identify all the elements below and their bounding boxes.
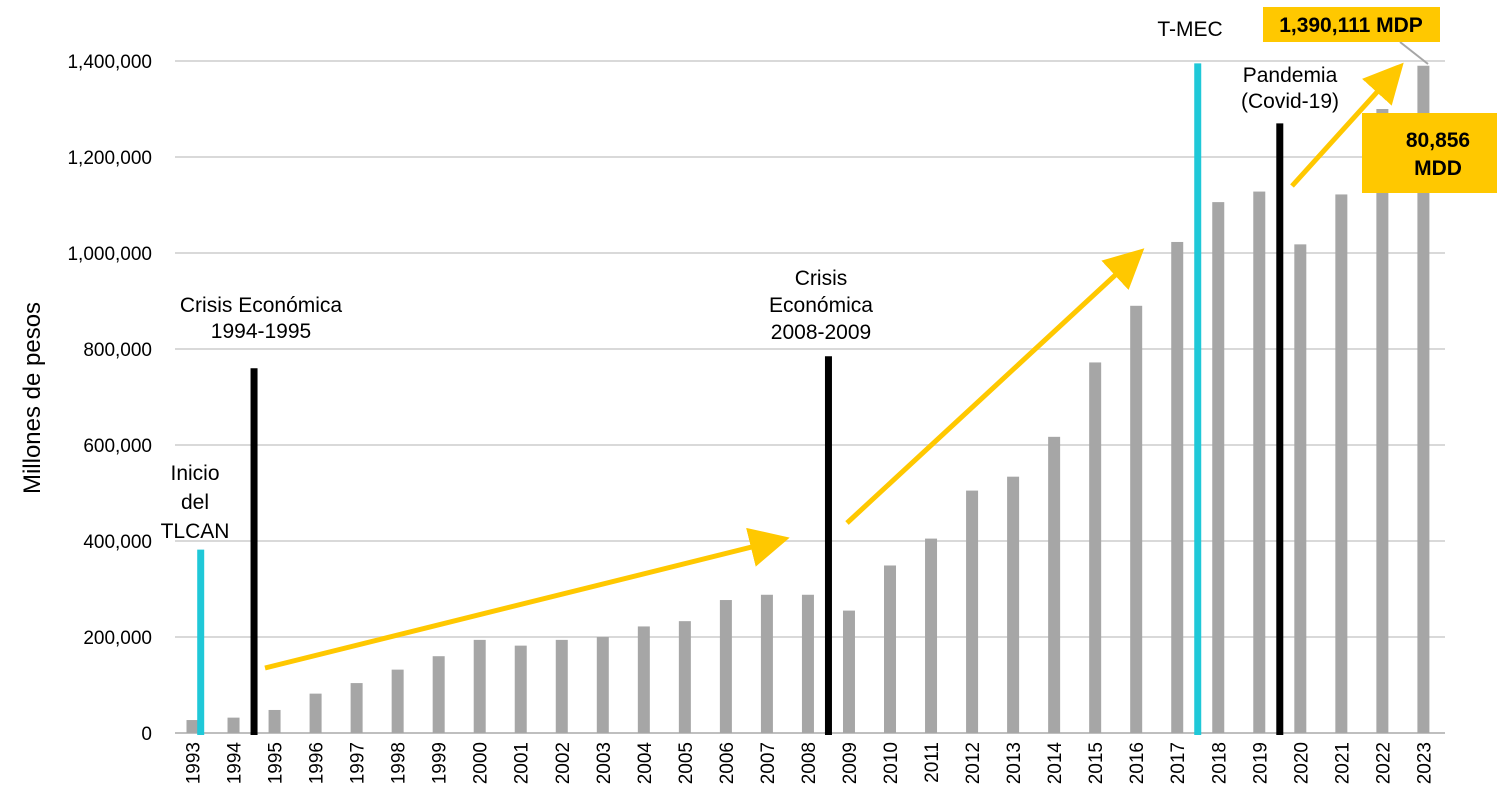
trend-arrow <box>264 527 790 671</box>
bar <box>1130 305 1143 733</box>
x-tick-label: 2005 <box>676 742 697 784</box>
x-tick-label: 2013 <box>1004 742 1025 784</box>
x-tick-label: 1999 <box>430 742 451 784</box>
bar <box>186 720 199 733</box>
bar <box>925 538 938 733</box>
bar <box>842 610 855 733</box>
bar <box>555 639 568 733</box>
x-tick-label: 2008 <box>799 742 820 784</box>
y-tick-label: 1,000,000 <box>67 244 152 265</box>
event-markers: Inicio del TLCAN Crisis Económica 1994-1995 C… <box>161 18 1339 735</box>
x-tick-label: 2017 <box>1168 742 1189 784</box>
bar <box>514 645 527 733</box>
event-label: TLCAN <box>161 520 230 543</box>
bar <box>1171 241 1184 733</box>
bar <box>1335 194 1348 733</box>
callout-text-mdd: 80,856 <box>1406 129 1470 152</box>
bar <box>1417 65 1430 734</box>
bar <box>309 693 322 733</box>
y-axis-tick-labels: 0 200,000 400,000 600,000 800,000 1,000,000 1,… <box>67 52 152 745</box>
bar <box>719 600 732 733</box>
bar <box>350 683 363 733</box>
bar <box>760 594 773 733</box>
event-label: Económica <box>769 294 873 317</box>
bar <box>1212 202 1225 733</box>
bar <box>227 717 240 733</box>
bar <box>801 594 814 733</box>
x-tick-label: 2012 <box>963 742 984 784</box>
bar <box>678 621 691 733</box>
event-label: Crisis <box>795 267 848 290</box>
y-axis-label: Millones de pesos <box>19 302 46 494</box>
x-tick-label: 2009 <box>840 742 861 784</box>
x-tick-label: 2022 <box>1373 742 1394 784</box>
x-tick-label: 2018 <box>1209 742 1230 784</box>
x-tick-label: 2003 <box>594 742 615 784</box>
bar <box>1089 362 1102 733</box>
x-tick-label: 2000 <box>471 742 492 784</box>
y-tick-label: 1,400,000 <box>67 52 152 73</box>
bar <box>473 639 486 733</box>
event-label: Inicio <box>170 462 219 485</box>
x-tick-label: 2002 <box>553 742 574 784</box>
bar <box>391 669 404 733</box>
y-tick-label: 800,000 <box>83 340 152 361</box>
event-label: 1994-1995 <box>211 320 311 343</box>
y-tick-label: 600,000 <box>83 436 152 457</box>
x-tick-label: 2007 <box>758 742 779 784</box>
bar <box>268 709 281 733</box>
x-tick-label: 1993 <box>184 742 205 784</box>
y-tick-label: 0 <box>141 724 152 745</box>
bars <box>186 65 1430 734</box>
x-tick-label: 2006 <box>717 742 738 784</box>
y-tick-label: 1,200,000 <box>67 148 152 169</box>
callout-text-mdp: 1,390,111 MDP <box>1279 14 1423 37</box>
bar <box>1048 436 1061 733</box>
event-label: 2008-2009 <box>771 321 871 344</box>
bar <box>596 637 609 733</box>
y-tick-label: 400,000 <box>83 532 152 553</box>
y-tick-label: 200,000 <box>83 628 152 649</box>
x-tick-label: 2015 <box>1086 742 1107 784</box>
callout-leader <box>1399 41 1429 65</box>
bar <box>1376 109 1389 733</box>
x-tick-label: 2014 <box>1045 742 1066 785</box>
bar <box>1253 191 1266 733</box>
x-tick-label: 2021 <box>1332 742 1353 784</box>
x-tick-label: 2020 <box>1291 742 1312 784</box>
x-tick-label: 2016 <box>1127 742 1148 784</box>
x-tick-label: 1998 <box>389 742 410 784</box>
event-label: Crisis Económica <box>180 294 343 317</box>
bar <box>1294 244 1307 734</box>
bar <box>966 490 979 733</box>
bar <box>432 656 445 733</box>
x-tick-label: 2010 <box>881 742 902 784</box>
x-tick-label: 1996 <box>307 742 328 784</box>
x-tick-label: 2011 <box>922 742 943 783</box>
x-tick-label: 2023 <box>1414 742 1435 784</box>
callout-box-mdd <box>1362 113 1497 193</box>
event-label: T-MEC <box>1157 18 1222 41</box>
x-tick-label: 1995 <box>266 742 287 784</box>
callout-text-mdd: MDD <box>1414 157 1462 180</box>
event-label: Pandemia <box>1243 64 1338 87</box>
bar <box>637 626 650 733</box>
bar <box>884 565 897 733</box>
x-tick-label: 2004 <box>635 742 656 785</box>
x-tick-label: 1997 <box>348 742 369 784</box>
bar <box>1007 476 1020 733</box>
callout-box-mdp <box>1263 7 1440 42</box>
event-label: (Covid-19) <box>1241 90 1339 113</box>
event-label: del <box>181 491 209 514</box>
trend-arrows <box>264 62 1404 671</box>
x-tick-label: 2019 <box>1250 742 1271 784</box>
trend-arrow <box>845 248 1145 525</box>
x-tick-label: 2001 <box>512 742 533 784</box>
trend-arrow <box>1290 62 1404 188</box>
callouts: 1,390,111 MDP 80,856 MDD <box>1263 7 1497 193</box>
x-axis-tick-labels: 1993 1994 1995 1996 1997 1998 1999 2000 2001 2002… <box>184 742 1436 785</box>
x-tick-label: 1994 <box>225 742 246 785</box>
